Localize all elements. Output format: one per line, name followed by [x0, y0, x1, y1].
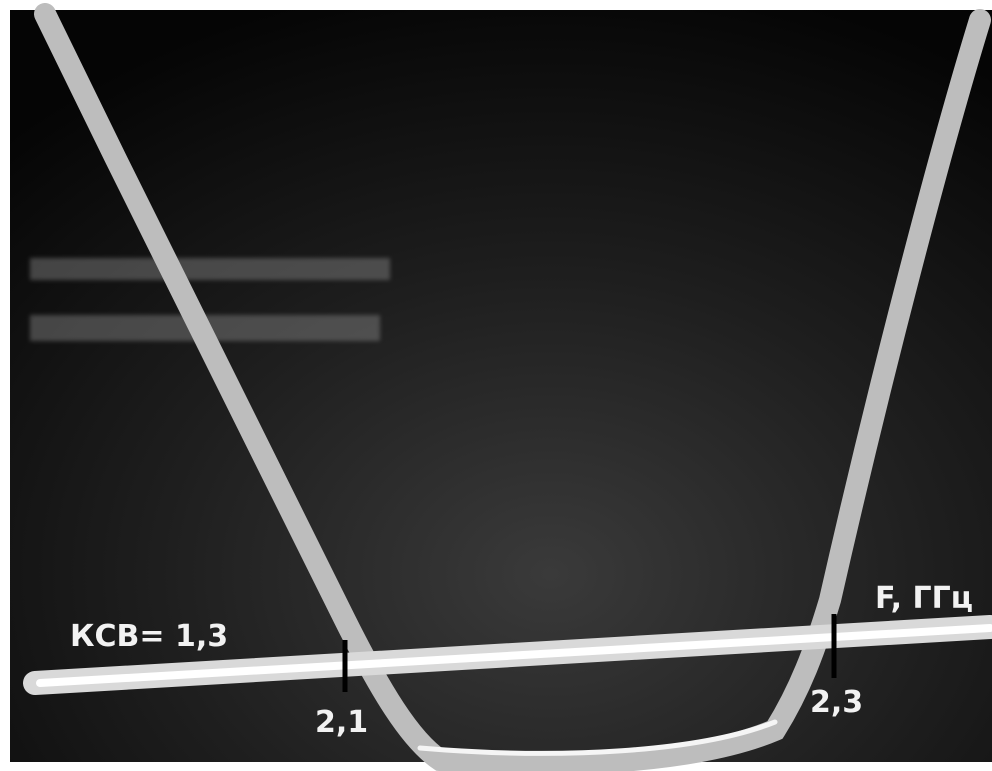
swr-label: КСВ= 1,3: [70, 619, 228, 654]
curve-highlight: [417, 719, 778, 756]
marker-right-label: 2,3: [810, 685, 863, 720]
axis-label: F, ГГц: [875, 581, 973, 616]
swr-curve: [34, 3, 991, 771]
marker-left-label: 2,1: [315, 705, 368, 740]
